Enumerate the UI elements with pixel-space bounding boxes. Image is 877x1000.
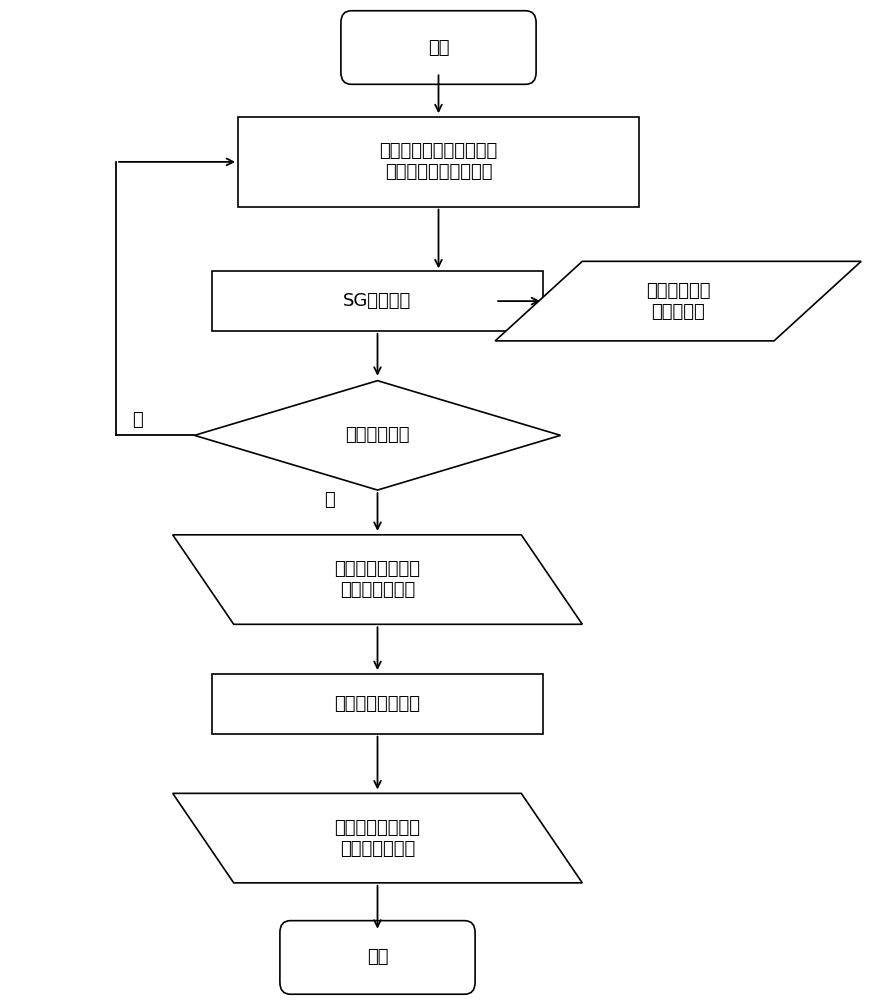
Text: 最优滤波结果选择: 最优滤波结果选择 <box>334 695 420 713</box>
Polygon shape <box>496 261 861 341</box>
Bar <box>238 117 639 207</box>
Polygon shape <box>173 535 582 624</box>
Text: 全波形激光雷达数
据滤波去噪结果: 全波形激光雷达数 据滤波去噪结果 <box>334 560 420 599</box>
Text: 原始全波形激
光雷达数据: 原始全波形激 光雷达数据 <box>645 282 710 321</box>
Text: SG滤波去噪: SG滤波去噪 <box>344 292 411 310</box>
Polygon shape <box>173 793 582 883</box>
Text: 最终全波形激光雷
达数据去噪结果: 最终全波形激光雷 达数据去噪结果 <box>334 819 420 858</box>
Text: 遍历是否完成: 遍历是否完成 <box>346 426 410 444</box>
Bar <box>212 271 543 331</box>
Text: 结束: 结束 <box>367 948 389 966</box>
FancyBboxPatch shape <box>341 11 536 84</box>
Polygon shape <box>195 381 560 490</box>
Text: 确定全波形激光雷达数据
滤波窗口和多项式次数: 确定全波形激光雷达数据 滤波窗口和多项式次数 <box>380 142 497 181</box>
Text: 否: 否 <box>132 411 143 429</box>
Text: 开始: 开始 <box>428 39 449 57</box>
Bar <box>212 674 543 734</box>
FancyBboxPatch shape <box>280 921 475 994</box>
Text: 是: 是 <box>324 491 335 509</box>
